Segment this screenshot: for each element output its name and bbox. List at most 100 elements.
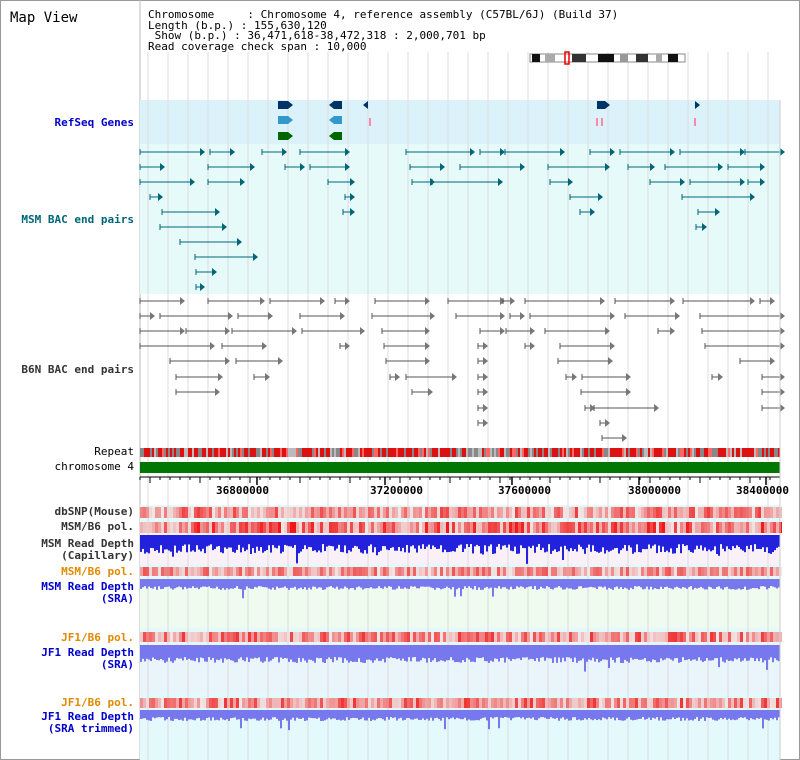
jf1-sra-depth-bar (588, 645, 590, 660)
jf1-trim-depth-bar (204, 710, 206, 721)
repeat-segment (220, 448, 222, 457)
msm-cap-depth-bar (194, 535, 196, 552)
msm-b6-pol2-cell (146, 567, 149, 576)
jf1-trim-depth-bar (252, 710, 254, 719)
track-label-jf1-depth-sra[interactable]: JF1 Read Depth (SRA) (0, 647, 134, 671)
msm-b6-pol-cell (554, 522, 557, 533)
jf1-b6-pol2-cell (698, 698, 701, 708)
dbsnp-cell (233, 507, 236, 518)
jf1-sra-depth-bar (152, 645, 154, 658)
track-label-msm-depth-capillary[interactable]: MSM Read Depth (Capillary) (0, 538, 134, 562)
jf1-trim-depth-bar (418, 710, 420, 720)
msm-sra-depth-bar (744, 579, 746, 587)
repeat-segment (384, 448, 386, 457)
msm-b6-pol-cell (359, 522, 362, 533)
repeat-segment (258, 448, 260, 457)
msm-cap-depth-bar (524, 535, 526, 549)
msm-sra-depth-bar (606, 579, 608, 590)
jf1-b6-pol-cell (209, 632, 212, 642)
msm-cap-depth-bar (750, 535, 752, 546)
msm-cap-depth-bar (452, 535, 454, 552)
jf1-b6-pol2-cell (662, 698, 665, 708)
msm-cap-depth-bar (598, 535, 600, 553)
jf1-trim-depth-bar (168, 710, 170, 718)
msm-cap-depth-bar (332, 535, 334, 547)
track-label-msm-b6-pol-2[interactable]: MSM/B6 pol. (61, 565, 134, 578)
msm-sra-depth-bar (374, 579, 376, 589)
dbsnp-cell (689, 507, 692, 518)
length-line: Length (b.p.) : 155,630,120 (148, 18, 327, 32)
jf1-b6-pol-cell (491, 632, 494, 642)
msm-sra-depth-bar (696, 579, 698, 589)
jf1-sra-depth-bar (518, 645, 520, 659)
msm-sra-depth-bar (670, 579, 672, 589)
msm-cap-depth-bar (150, 535, 152, 548)
repeat-segment (186, 448, 188, 457)
jf1-b6-pol2-cell (455, 698, 458, 708)
msm-bac-arrow (300, 163, 305, 171)
b6n-bac-arrow (483, 373, 488, 381)
msm-cap-depth-bar (214, 535, 216, 549)
track-label-msm-bac[interactable]: MSM BAC end pairs (21, 213, 134, 226)
jf1-b6-pol2-cell (437, 698, 440, 708)
msm-b6-pol2-cell (497, 567, 500, 576)
dbsnp-cell (203, 507, 206, 518)
jf1-sra-depth-bar (256, 645, 258, 659)
track-label-msm-b6-pol[interactable]: MSM/B6 pol. (61, 520, 134, 533)
jf1-trim-depth-bar (266, 710, 268, 719)
jf1-b6-pol2-cell (737, 698, 740, 708)
jf1-b6-pol-cell (515, 632, 518, 642)
msm-sra-depth-bar (468, 579, 470, 587)
repeat-segment (374, 448, 376, 457)
msm-b6-pol-cell (254, 522, 257, 533)
jf1-b6-pol-cell (320, 632, 323, 642)
track-label-jf1-b6-pol-2[interactable]: JF1/B6 pol. (61, 696, 134, 709)
jf1-b6-pol-cell (203, 632, 206, 642)
jf1-trim-depth-bar (242, 710, 244, 719)
jf1-trim-depth-bar (224, 710, 226, 721)
msm-cap-depth-bar (658, 535, 660, 546)
track-label-dbsnp[interactable]: dbSNP(Mouse) (54, 505, 134, 518)
msm-b6-pol2-cell (428, 567, 431, 576)
jf1-sra-depth-bar (206, 645, 208, 662)
msm-b6-pol-cell (146, 522, 149, 533)
track-label-jf1-depth-trimmed[interactable]: JF1 Read Depth (SRA trimmed) (0, 711, 134, 735)
msm-b6-pol-cell (149, 522, 152, 533)
repeat-segment (446, 448, 448, 457)
track-label-repeat[interactable]: Repeat (94, 445, 134, 458)
dbsnp-cell (284, 507, 287, 518)
msm-b6-pol2-cell (185, 567, 188, 576)
msm-sra-depth-bar (438, 579, 440, 589)
msm-sra-depth-bar (328, 579, 330, 587)
track-label-b6n-bac[interactable]: B6N BAC end pairs (21, 363, 134, 376)
msm-b6-pol-cell (410, 522, 413, 533)
msm-cap-depth-bar (726, 535, 728, 547)
msm-cap-depth-bar (434, 535, 436, 548)
jf1-b6-pol2-cell (575, 698, 578, 708)
msm-b6-pol-cell (521, 522, 524, 533)
track-label-refseq[interactable]: RefSeq Genes (54, 116, 134, 129)
jf1-b6-pol-cell (542, 632, 545, 642)
track-label-msm-depth-sra[interactable]: MSM Read Depth (SRA) (0, 581, 134, 605)
repeat-segment (638, 448, 640, 457)
msm-b6-pol2-cell (191, 567, 194, 576)
jf1-b6-pol-cell (536, 632, 539, 642)
track-label-jf1-b6-pol[interactable]: JF1/B6 pol. (61, 631, 134, 644)
msm-bac-arrow (350, 208, 355, 216)
repeat-segment (410, 448, 412, 457)
track-label-chromosome[interactable]: chromosome 4 (54, 460, 134, 473)
msm-b6-pol-cell (407, 522, 410, 533)
msm-sra-depth-bar (198, 579, 200, 590)
jf1-sra-depth-bar (462, 645, 464, 661)
jf1-b6-pol2-cell (680, 698, 683, 708)
jf1-trim-depth-bar (250, 710, 252, 720)
jf1-trim-depth-bar (304, 710, 306, 721)
msm-b6-pol2-cell (701, 567, 704, 576)
msm-b6-pol-cell (566, 522, 569, 533)
msm-b6-pol-cell (230, 522, 233, 533)
jf1-trim-depth-bar (330, 710, 332, 720)
msm-b6-pol2-cell (608, 567, 611, 576)
msm-sra-depth-bar (498, 579, 500, 587)
msm-b6-pol2-cell (194, 567, 197, 576)
